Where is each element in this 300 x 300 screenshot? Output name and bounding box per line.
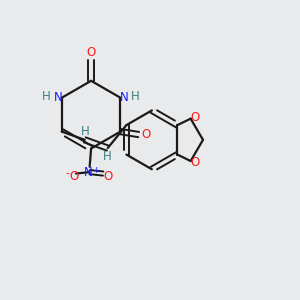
Text: H: H: [80, 125, 89, 138]
Text: O: O: [190, 156, 200, 169]
Text: N: N: [54, 91, 62, 104]
Text: O: O: [69, 170, 79, 183]
Text: +: +: [92, 166, 99, 175]
Text: H: H: [131, 90, 140, 103]
Text: O: O: [86, 46, 96, 59]
Text: O: O: [141, 128, 151, 141]
Text: N: N: [120, 91, 129, 104]
Text: H: H: [103, 150, 112, 163]
Text: H: H: [42, 90, 51, 103]
Text: O: O: [190, 111, 200, 124]
Text: N: N: [84, 166, 92, 178]
Text: -: -: [65, 168, 69, 178]
Text: O: O: [103, 170, 113, 183]
